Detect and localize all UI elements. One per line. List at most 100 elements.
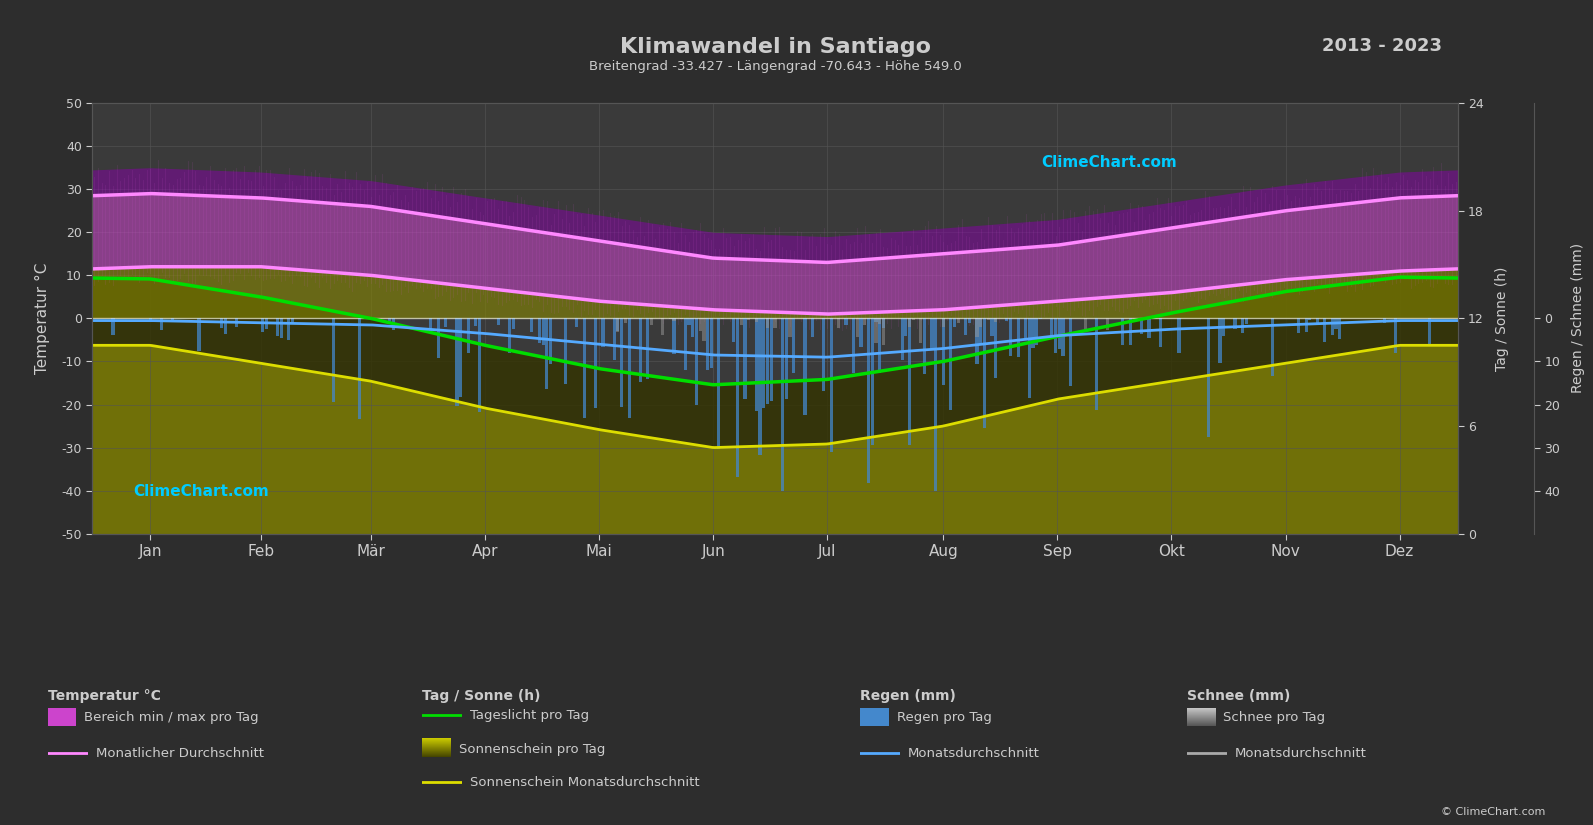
Bar — [875, 318, 878, 322]
Bar — [1330, 318, 1333, 335]
Text: Sonnenschein pro Tag: Sonnenschein pro Tag — [459, 742, 605, 756]
Bar — [1144, 318, 1147, 320]
Bar — [900, 318, 903, 361]
Text: © ClimeChart.com: © ClimeChart.com — [1440, 807, 1545, 817]
Bar — [703, 318, 706, 341]
Bar — [478, 318, 481, 412]
Bar — [220, 318, 223, 328]
Bar — [436, 318, 440, 358]
Bar — [986, 318, 989, 320]
Bar — [691, 318, 695, 337]
Bar — [811, 318, 814, 337]
Bar — [957, 318, 961, 323]
Text: Klimawandel in Santiago: Klimawandel in Santiago — [620, 37, 932, 57]
Bar — [822, 318, 825, 391]
Bar — [564, 318, 567, 384]
Bar — [706, 318, 709, 370]
Bar — [261, 318, 264, 332]
Bar — [769, 318, 773, 401]
Bar — [264, 318, 268, 329]
Text: Schnee (mm): Schnee (mm) — [1187, 689, 1290, 703]
Bar — [1027, 318, 1031, 398]
Bar — [1106, 318, 1109, 331]
Bar — [747, 318, 750, 320]
Bar — [1222, 318, 1225, 337]
Bar — [785, 318, 789, 398]
Bar — [983, 318, 986, 427]
Bar — [280, 318, 284, 338]
Bar — [941, 318, 945, 327]
Bar — [234, 318, 237, 327]
Bar — [687, 318, 690, 325]
Bar — [456, 318, 459, 406]
Bar — [545, 318, 548, 389]
Bar — [1324, 318, 1327, 342]
Bar — [1177, 318, 1180, 352]
Bar — [949, 318, 953, 410]
Bar — [774, 318, 776, 328]
Bar — [860, 318, 863, 347]
Bar — [538, 318, 542, 343]
Bar — [699, 318, 703, 331]
Bar — [908, 318, 911, 327]
Bar — [933, 318, 937, 491]
Bar — [223, 318, 226, 333]
Bar — [922, 318, 926, 374]
Bar — [875, 318, 878, 343]
Bar — [1083, 318, 1086, 330]
Bar — [616, 318, 620, 331]
Bar — [508, 318, 511, 353]
Bar — [1335, 318, 1338, 329]
Bar — [358, 318, 362, 418]
Bar — [661, 318, 664, 336]
Bar — [198, 318, 201, 351]
Bar — [497, 318, 500, 325]
Bar — [836, 318, 840, 328]
Bar — [695, 318, 698, 405]
Bar — [1305, 318, 1308, 332]
Bar — [733, 318, 736, 342]
Bar — [112, 318, 115, 334]
Bar — [941, 318, 945, 384]
Bar — [710, 318, 714, 368]
Y-axis label: Temperatur °C: Temperatur °C — [35, 262, 51, 374]
Bar — [1129, 318, 1133, 345]
Bar — [672, 318, 675, 353]
Bar — [991, 318, 994, 336]
Bar — [1121, 318, 1125, 345]
Bar — [1158, 318, 1161, 346]
Bar — [830, 318, 833, 452]
Bar — [994, 318, 997, 378]
Bar — [766, 318, 769, 404]
Bar — [803, 318, 806, 415]
Bar — [1032, 318, 1035, 348]
Text: Breitengrad -33.427 - Längengrad -70.643 - Höhe 549.0: Breitengrad -33.427 - Längengrad -70.643… — [589, 60, 962, 73]
Text: Regen (mm): Regen (mm) — [860, 689, 956, 703]
Bar — [1035, 318, 1039, 345]
Bar — [594, 318, 597, 408]
Bar — [844, 318, 847, 325]
Bar — [878, 318, 881, 323]
Bar — [717, 318, 720, 450]
Bar — [1244, 318, 1247, 324]
Bar — [616, 318, 620, 332]
Bar — [1233, 318, 1236, 329]
Bar — [276, 318, 279, 336]
Bar — [1297, 318, 1300, 333]
Bar — [980, 318, 983, 327]
Bar — [855, 318, 859, 337]
Bar — [781, 318, 784, 491]
Bar — [1427, 318, 1431, 346]
Text: Tag / Sonne (h): Tag / Sonne (h) — [422, 689, 540, 703]
Text: Bereich min / max pro Tag: Bereich min / max pro Tag — [84, 711, 260, 724]
Bar — [1024, 318, 1027, 337]
Bar — [1308, 318, 1311, 320]
Bar — [736, 318, 739, 477]
Text: ClimeChart.com: ClimeChart.com — [1042, 155, 1177, 170]
Bar — [170, 318, 174, 322]
Bar — [852, 318, 855, 373]
Bar — [628, 318, 631, 417]
Bar — [287, 318, 290, 340]
Bar — [1338, 318, 1341, 339]
Text: Temperatur °C: Temperatur °C — [48, 689, 161, 703]
